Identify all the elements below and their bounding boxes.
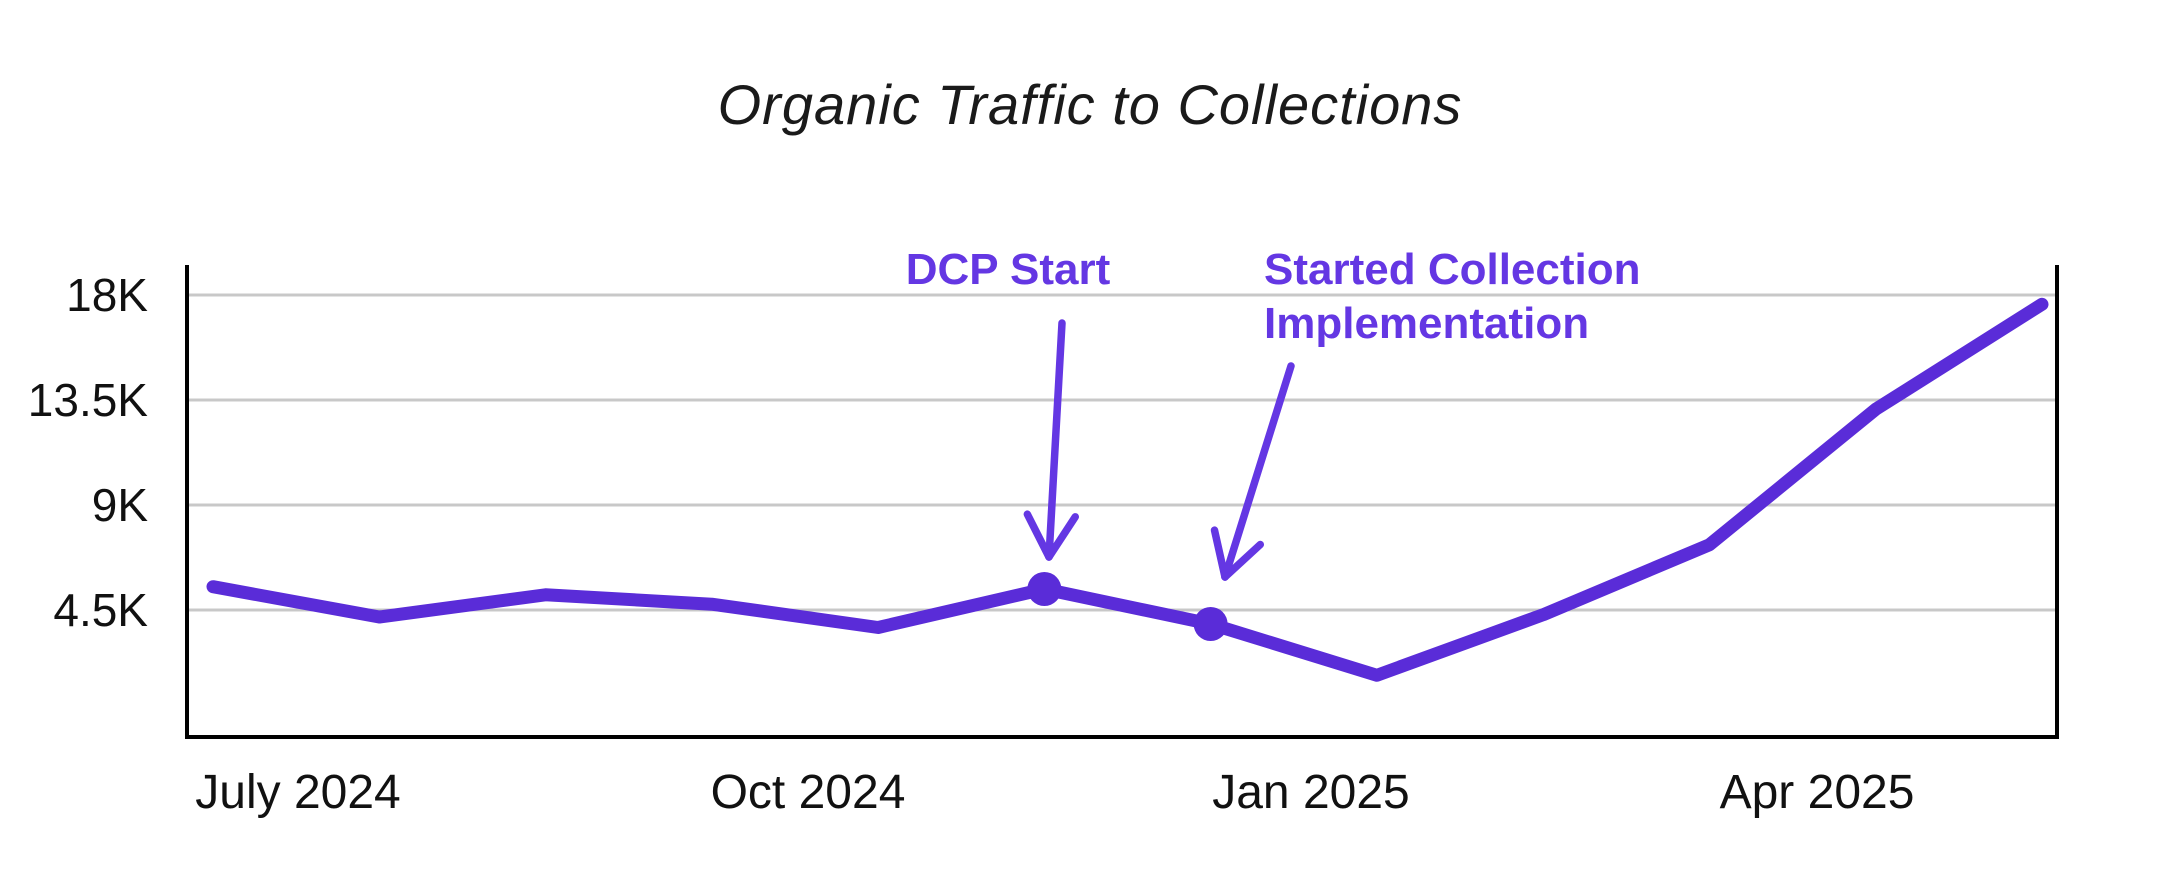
organic-traffic-series-line <box>206 297 2049 682</box>
x-axis-tick-label: Oct 2024 <box>711 766 906 819</box>
annotation-arrows-layer <box>1023 319 1295 581</box>
y-axis-tick-label: 13.5K <box>28 374 149 426</box>
annotation-collection-implementation-label-line2: Implementation <box>1264 299 1589 348</box>
axes-layer <box>185 265 2059 739</box>
chart-title: Organic Traffic to Collections <box>718 73 1463 136</box>
x-axis-tick-label: Jan 2025 <box>1212 766 1410 819</box>
y-axis-tick-label: 4.5K <box>53 584 148 636</box>
x-axis-tick-label: Apr 2025 <box>1720 766 1915 819</box>
x-tick-labels-layer: July 2024 Oct 2024 Jan 2025 Apr 2025 <box>195 766 1914 819</box>
annotation-arrow-2 <box>1210 362 1295 581</box>
series-layer <box>206 297 2049 682</box>
data-point-markers-layer <box>1027 572 1228 641</box>
data-point-marker-dec-2024 <box>1193 607 1228 641</box>
x-axis-tick-label: July 2024 <box>195 766 400 819</box>
data-point-marker-nov-2024 <box>1027 572 1062 606</box>
y-axis-tick-label: 18K <box>66 269 148 321</box>
y-axis-tick-label: 9K <box>92 479 149 531</box>
annotation-collection-implementation-label-line1: Started Collection <box>1264 245 1641 294</box>
annotation-dcp-start-label: DCP Start <box>906 245 1111 294</box>
gridlines-layer <box>187 293 2057 612</box>
y-tick-labels-layer: 18K 13.5K 9K 4.5K <box>28 269 149 636</box>
annotation-arrow-1 <box>1023 319 1080 561</box>
